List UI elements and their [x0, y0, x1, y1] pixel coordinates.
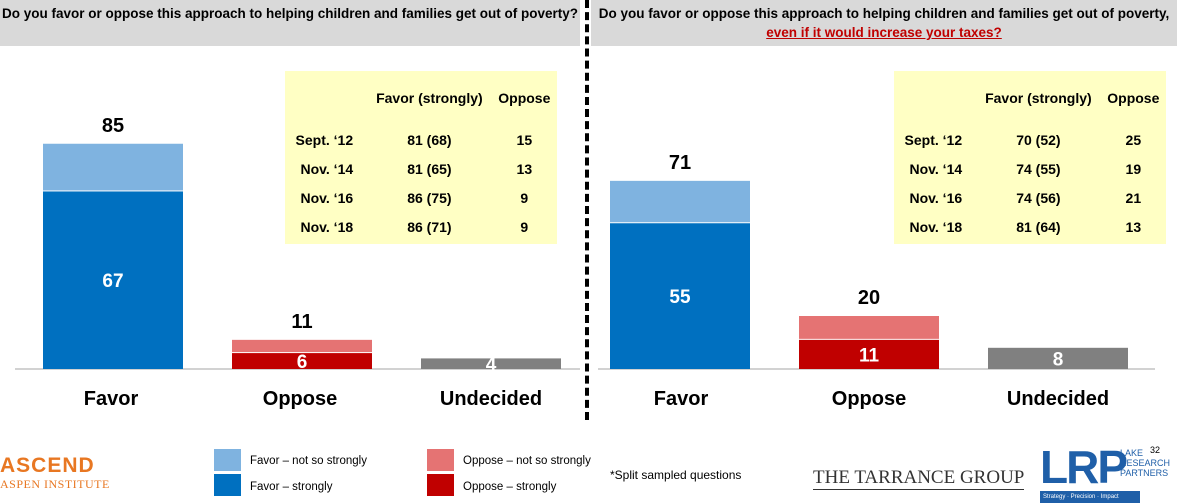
trend-favor: 74 (56): [1016, 189, 1061, 206]
trend-row: Nov. ‘16 74 (56) 21: [894, 183, 1166, 212]
tarrance-group-logo: THE TARRANCE GROUP: [813, 467, 1025, 490]
left-question-text: Do you favor or oppose this approach to …: [1, 6, 579, 21]
lrp-logo-name: LAKE RESEARCH PARTNERS: [1120, 448, 1171, 478]
panel-divider: [585, 0, 589, 420]
trend-favor: 86 (71): [407, 218, 452, 235]
trend-date: Nov. ‘14: [300, 160, 354, 177]
trend-row: Sept. ‘12 81 (68) 15: [285, 125, 557, 154]
trend-table-left: Favor (strongly) Oppose Sept. ‘12 81 (68…: [285, 71, 557, 244]
bar-strong-favor: [43, 191, 183, 369]
trend-oppose: 13: [1125, 218, 1142, 235]
bar-strong-oppose: [799, 339, 939, 369]
category-label-oppose: Oppose: [832, 388, 906, 410]
bar-total-value-label: 85: [102, 115, 124, 137]
right-question-emphasis: even if it would increase your taxes?: [766, 25, 1002, 40]
trend-header-favor: Favor (strongly): [376, 89, 483, 106]
trend-date: Nov. ‘18: [909, 218, 963, 235]
trend-header-favor: Favor (strongly): [985, 89, 1092, 106]
right-question-text: Do you favor or oppose this approach to …: [598, 6, 1170, 21]
trend-row: Nov. ‘16 86 (75) 9: [285, 183, 557, 212]
bar-strong-undecided: [421, 358, 561, 369]
bar-strong-oppose: [232, 353, 372, 369]
bar-not-so-strong-favor: [610, 180, 750, 223]
trend-date: Sept. ‘12: [904, 131, 963, 148]
lrp-logo-tagline: Strategy · Precision · Impact: [1040, 491, 1140, 503]
bar-strong-value-label: 55: [669, 287, 691, 308]
trend-favor: 81 (65): [407, 160, 452, 177]
trend-favor: 70 (52): [1016, 131, 1061, 148]
legend-swatch-favor-not-so: [214, 449, 241, 471]
trend-oppose: 13: [516, 160, 533, 177]
trend-row: Sept. ‘12 70 (52) 25: [894, 125, 1166, 154]
trend-favor: 86 (75): [407, 189, 452, 206]
bar-not-so-strong-oppose: [799, 316, 939, 339]
bar-not-so-strong-favor: [43, 143, 183, 191]
trend-date: Nov. ‘16: [300, 189, 354, 206]
bar-strong-value-label: 67: [102, 271, 123, 292]
trend-table-right: Favor (strongly) Oppose Sept. ‘12 70 (52…: [894, 71, 1166, 244]
page-number: 32: [1150, 445, 1161, 455]
trend-row: Nov. ‘18 86 (71) 9: [285, 212, 557, 241]
right-question-header: Do you favor or oppose this approach to …: [591, 0, 1177, 46]
legend-label-favor-not-so: Favor – not so strongly: [250, 455, 367, 467]
legend-label-favor-strongly: Favor – strongly: [250, 481, 333, 493]
legend-swatch-favor-strongly: [214, 474, 241, 496]
category-label-favor: Favor: [84, 388, 139, 410]
trend-oppose: 9: [520, 218, 529, 235]
lrp-logo: LRP LAKE RESEARCH PARTNERS Strategy · Pr…: [1040, 441, 1177, 503]
bar-strong-value-label: 11: [859, 345, 880, 366]
trend-header-oppose: Oppose: [1107, 89, 1160, 106]
bar-strong-favor: [610, 223, 750, 369]
bar-strong-undecided: [988, 347, 1128, 369]
trend-date: Nov. ‘18: [300, 218, 354, 235]
category-label-undecided: Undecided: [440, 388, 542, 410]
bar-strong-value-label: 4: [486, 355, 497, 376]
bar-total-value-label: 71: [669, 152, 691, 174]
category-label-oppose: Oppose: [263, 388, 337, 410]
trend-oppose: 9: [520, 189, 529, 206]
bar-strong-value-label: 6: [297, 352, 308, 373]
split-sample-note: *Split sampled questions: [610, 468, 742, 482]
legend-label-oppose-not-so: Oppose – not so strongly: [463, 455, 591, 467]
trend-header-oppose: Oppose: [498, 89, 551, 106]
stacked-bar-charts: 67 85 Favor 6 11 Oppose 4 Undecided 55 71 Favor 11 2…: [15, 115, 1155, 410]
bar-total-value-label: 11: [291, 311, 312, 333]
bar-strong-value-label: 8: [1053, 349, 1064, 370]
category-label-favor: Favor: [654, 388, 709, 410]
trend-oppose: 21: [1125, 189, 1142, 206]
trend-row: Nov. ‘18 81 (64) 13: [894, 212, 1166, 241]
ascend-logo-name: ASCEND: [0, 454, 95, 477]
trend-date: Nov. ‘14: [909, 160, 963, 177]
trend-favor: 74 (55): [1016, 160, 1061, 177]
trend-favor: 81 (64): [1016, 218, 1061, 235]
ascend-logo: ASCEND ASPEN INSTITUTE: [0, 454, 110, 492]
trend-oppose: 25: [1125, 131, 1142, 148]
trend-date: Sept. ‘12: [295, 131, 354, 148]
category-label-undecided: Undecided: [1007, 388, 1109, 410]
trend-oppose: 19: [1125, 160, 1142, 177]
trend-date: Nov. ‘16: [909, 189, 963, 206]
bar-total-value-label: 20: [858, 287, 880, 309]
legend-swatch-oppose-strongly: [427, 474, 454, 496]
trend-oppose: 15: [516, 131, 533, 148]
legend-swatch-oppose-not-so: [427, 449, 454, 471]
ascend-logo-sub: ASPEN INSTITUTE: [0, 477, 110, 491]
bar-not-so-strong-oppose: [232, 339, 372, 353]
trend-row: Nov. ‘14 81 (65) 13: [285, 154, 557, 183]
left-question-header: Do you favor or oppose this approach to …: [0, 0, 580, 46]
trend-row: Nov. ‘14 74 (55) 19: [894, 154, 1166, 183]
legend-label-oppose-strongly: Oppose – strongly: [463, 481, 557, 493]
lrp-logo-letters: LRP: [1040, 441, 1128, 493]
trend-favor: 81 (68): [407, 131, 452, 148]
